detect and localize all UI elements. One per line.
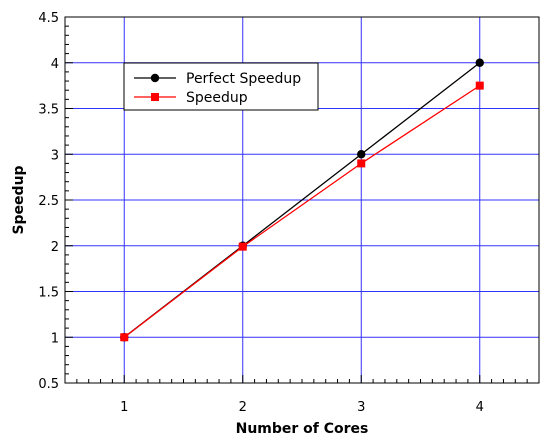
legend: Perfect Speedup Speedup xyxy=(123,62,319,111)
series-layer xyxy=(120,58,484,342)
y-tick-label: 3.5 xyxy=(38,103,59,118)
y-axis-ticks: 0.5 1 1.5 2 2.5 3 3.5 4 4.5 xyxy=(38,11,73,392)
series-speedup xyxy=(120,81,484,342)
y-tick-label: 3 xyxy=(51,148,59,163)
legend-label-speedup: Speedup xyxy=(186,90,248,106)
data-point xyxy=(120,333,129,342)
x-tick-label: 4 xyxy=(476,400,484,415)
y-axis-label: Speedup xyxy=(11,165,27,234)
minor-ticks xyxy=(64,25,540,383)
data-point xyxy=(238,242,247,251)
x-tick-label: 2 xyxy=(239,400,247,415)
y-tick-label: 4.5 xyxy=(38,11,59,26)
data-point xyxy=(357,150,366,159)
x-tick-label: 1 xyxy=(120,400,128,415)
y-tick-label: 1 xyxy=(51,331,59,346)
legend-label-perfect: Perfect Speedup xyxy=(186,71,301,87)
y-tick-label: 0.5 xyxy=(38,377,59,392)
legend-marker-speedup xyxy=(151,93,159,101)
series-line xyxy=(123,85,481,338)
x-tick-label: 3 xyxy=(357,400,365,415)
data-point xyxy=(357,159,366,168)
y-tick-label: 1.5 xyxy=(38,286,59,301)
x-axis-label: Number of Cores xyxy=(236,421,369,437)
data-point xyxy=(475,58,484,67)
y-tick-label: 2.5 xyxy=(38,194,59,209)
y-tick-label: 4 xyxy=(51,57,59,72)
data-point xyxy=(475,81,484,90)
legend-box xyxy=(123,62,319,111)
legend-marker-perfect xyxy=(150,73,160,83)
x-axis-ticks: 1 2 3 4 xyxy=(120,375,484,415)
y-tick-label: 2 xyxy=(51,240,59,255)
